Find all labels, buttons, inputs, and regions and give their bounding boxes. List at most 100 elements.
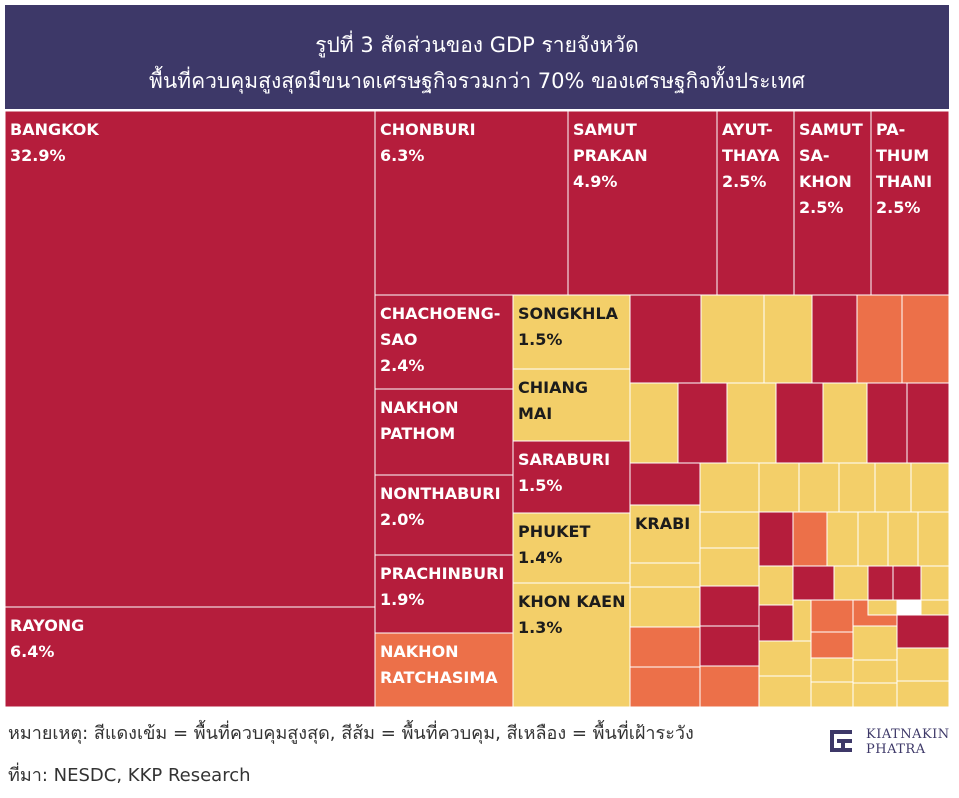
treemap-cell-unlabeled — [699, 625, 760, 667]
treemap-label-samut-sa-khon: SA- — [799, 146, 830, 165]
treemap-cell-unlabeled — [699, 585, 760, 627]
treemap-label-krabi: KRABI — [635, 514, 690, 533]
treemap-cell-unlabeled — [852, 625, 898, 661]
treemap-cell-phuket — [512, 512, 631, 584]
treemap-value-bangkok: 32.9% — [10, 146, 66, 165]
treemap-label-chiang-mai: CHIANG — [518, 378, 588, 397]
treemap-label-chachoeng-sao: CHACHOENG- — [380, 304, 500, 323]
treemap-cell-unlabeled — [833, 565, 869, 601]
treemap-label-pa-thum-thani: PA- — [876, 120, 905, 139]
treemap-cell-songkhla — [512, 294, 631, 370]
treemap-label-khon-kaen: KHON KAEN — [518, 592, 625, 611]
treemap-cell-unlabeled — [629, 382, 679, 464]
treemap-cell-unlabeled — [896, 680, 949, 707]
treemap-label-ayut-thaya: AYUT- — [722, 120, 773, 139]
treemap-cell-unlabeled — [856, 294, 903, 384]
treemap-value-rayong: 6.4% — [10, 642, 54, 661]
treemap-cell-unlabeled — [896, 614, 949, 649]
treemap-cell-unlabeled — [920, 599, 949, 616]
kiatnakin-phatra-logo: KIATNAKIN PHATRA — [828, 724, 954, 760]
treemap-label-prachinburi: PRACHINBURI — [380, 564, 504, 583]
treemap-label-phuket: PHUKET — [518, 522, 590, 541]
treemap-cell-nonthaburi — [374, 474, 514, 556]
treemap-cell-nakhon-ratchasima — [374, 632, 514, 707]
treemap-label-chiang-mai: MAI — [518, 404, 552, 423]
treemap-label-chonburi: CHONBURI — [380, 120, 476, 139]
treemap-cell-unlabeled — [887, 511, 919, 567]
treemap-cell-prachinburi — [374, 554, 514, 634]
treemap-cell-unlabeled — [822, 382, 868, 464]
treemap-value-chachoeng-sao: 2.4% — [380, 356, 424, 375]
treemap-label-chachoeng-sao: SAO — [380, 330, 418, 349]
treemap-label-nonthaburi: NONTHABURI — [380, 484, 501, 503]
treemap-cell-unlabeled — [699, 462, 760, 513]
treemap-cell-samut-prakan — [567, 111, 718, 296]
treemap-cell-unlabeled — [699, 547, 760, 587]
treemap-cell-unlabeled — [857, 511, 889, 567]
treemap-value-ayut-thaya: 2.5% — [722, 172, 766, 191]
treemap-value-songkhla: 1.5% — [518, 330, 562, 349]
treemap-cell-bangkok — [5, 111, 376, 608]
treemap-label-nakhon-ratchasima: NAKHON — [380, 642, 459, 661]
treemap-cell-unlabeled — [763, 294, 813, 384]
treemap-cell-unlabeled — [867, 565, 894, 601]
treemap-cell-khon-kaen — [512, 582, 631, 707]
treemap-cell-unlabeled — [867, 599, 898, 616]
treemap-label-samut-sa-khon: KHON — [799, 172, 852, 191]
treemap-cell-unlabeled — [758, 604, 794, 642]
treemap-value-phuket: 1.4% — [518, 548, 562, 567]
treemap-cell-unlabeled — [699, 511, 760, 549]
treemap-cell-unlabeled — [852, 682, 898, 707]
treemap-value-saraburi: 1.5% — [518, 476, 562, 495]
treemap-cell-saraburi — [512, 440, 631, 514]
treemap-cell-unlabeled — [901, 294, 949, 384]
chart-header: รูปที่ 3 สัดส่วนของ GDP รายจังหวัด พื้นท… — [5, 5, 949, 109]
treemap-cell-unlabeled — [792, 599, 812, 642]
logo-text-line2: PHATRA — [866, 742, 926, 757]
treemap-label-samut-prakan: SAMUT — [573, 120, 637, 139]
treemap-cell-unlabeled — [874, 462, 912, 513]
treemap-cell-unlabeled — [892, 565, 922, 601]
treemap-label-nakhon-pathom: NAKHON — [380, 398, 459, 417]
treemap-cell-unlabeled — [811, 294, 858, 384]
treemap-cell-unlabeled — [826, 511, 859, 567]
treemap-label-nakhon-ratchasima: RATCHASIMA — [380, 668, 498, 687]
treemap-label-rayong: RAYONG — [10, 616, 84, 635]
treemap-cell-unlabeled — [726, 382, 777, 464]
treemap-cell-unlabeled — [629, 586, 701, 628]
treemap-label-ayut-thaya: THAYA — [722, 146, 780, 165]
treemap-label-pa-thum-thani: THANI — [876, 172, 932, 191]
treemap-cell-unlabeled — [920, 565, 949, 601]
treemap-cell-pa-thum-thani — [870, 111, 949, 296]
treemap-cell-unlabeled — [758, 511, 794, 567]
treemap-cell-unlabeled — [852, 659, 898, 684]
chart-title: รูปที่ 3 สัดส่วนของ GDP รายจังหวัด — [315, 33, 639, 57]
kkp-logo-icon — [830, 730, 852, 752]
treemap-cell-chiang-mai — [512, 368, 631, 442]
treemap-value-chonburi: 6.3% — [380, 146, 424, 165]
treemap-cell-unlabeled — [758, 565, 794, 606]
treemap-cell-unlabeled — [677, 382, 728, 464]
treemap-value-samut-prakan: 4.9% — [573, 172, 617, 191]
treemap-cell-unlabeled — [758, 640, 812, 677]
legend-note: หมายเหตุ: สีแดงเข้ม = พื้นที่ควบคุมสูงสุ… — [8, 723, 694, 744]
treemap-value-nonthaburi: 2.0% — [380, 510, 424, 529]
treemap-cell-krabi — [629, 504, 701, 564]
treemap-cell-unlabeled — [810, 657, 854, 683]
treemap-cell-unlabeled — [629, 294, 702, 384]
treemap-label-samut-sa-khon: SAMUT — [799, 120, 863, 139]
treemap-label-pa-thum-thani: THUM — [876, 146, 929, 165]
treemap-cell-unlabeled — [700, 294, 765, 384]
treemap-cell-unlabeled — [810, 599, 854, 633]
treemap-label-songkhla: SONGKHLA — [518, 304, 619, 323]
treemap-label-bangkok: BANGKOK — [10, 120, 99, 139]
treemap-cell-unlabeled — [792, 511, 828, 567]
logo-text-line1: KIATNAKIN — [866, 727, 950, 742]
treemap-cell-unlabeled — [838, 462, 876, 513]
treemap-cell-chonburi — [374, 111, 569, 296]
chart-subtitle: พื้นที่ควบคุมสูงสุดมีขนาดเศรษฐกิจรวมกว่า… — [149, 69, 805, 93]
treemap-cell-unlabeled — [792, 565, 835, 601]
treemap-cell-unlabeled — [758, 675, 812, 707]
treemap-label-samut-prakan: PRAKAN — [573, 146, 648, 165]
treemap-label-nakhon-pathom: PATHOM — [380, 424, 455, 443]
